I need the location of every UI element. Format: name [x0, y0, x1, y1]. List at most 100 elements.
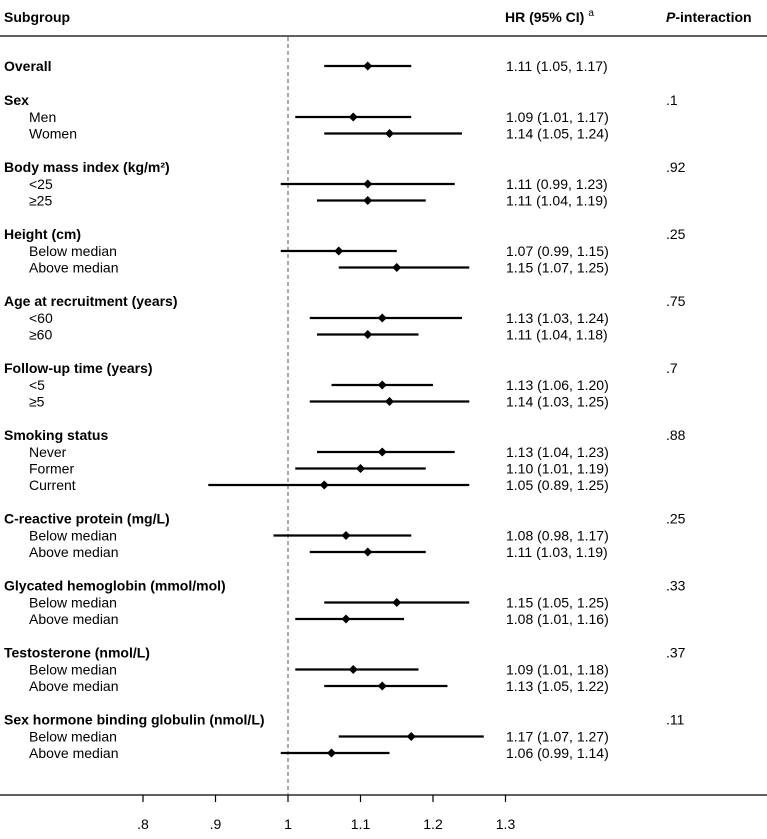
group-label: Body mass index (kg/m²) — [4, 159, 170, 175]
row-label: ≥25 — [29, 193, 52, 209]
hr-ci-value: 1.13 (1.03, 1.24) — [506, 310, 609, 326]
hr-ci-value: 1.11 (1.04, 1.18) — [506, 327, 608, 343]
hr-point — [356, 464, 365, 473]
row-label: Men — [29, 109, 56, 125]
row-label: ≥5 — [29, 394, 45, 410]
x-tick-label: .8 — [137, 816, 149, 832]
hr-ci-value: 1.11 (1.05, 1.17) — [506, 58, 608, 74]
hr-ci-value: 1.13 (1.06, 1.20) — [506, 377, 609, 393]
hr-point — [363, 61, 373, 71]
p-interaction-value: .37 — [666, 645, 686, 661]
subgroup-block: Follow-up time (years) .7 <5 1.13 (1.06, 1.… — [4, 360, 678, 410]
row-label: Above median — [29, 678, 119, 694]
hr-point — [363, 547, 373, 557]
hr-ci-header-superscript: a — [588, 8, 594, 19]
hr-ci-header: HR (95% CI) a — [505, 8, 594, 25]
hr-point — [341, 531, 351, 540]
group-label: C-reactive protein (mg/L) — [4, 511, 170, 527]
p-interaction-value: .88 — [666, 427, 686, 443]
hr-point — [392, 598, 402, 607]
hr-point — [334, 246, 344, 256]
hr-ci-value: 1.14 (1.03, 1.25) — [506, 394, 609, 410]
subgroup-block: Age at recruitment (years) .75 <60 1.13 (1.… — [4, 293, 686, 343]
hr-point — [363, 196, 373, 205]
x-axis-ticks: .8 .9 1 1.1 1.2 1.3 — [137, 795, 515, 832]
hr-ci-value: 1.09 (1.01, 1.18) — [506, 662, 609, 678]
hr-point — [348, 112, 358, 122]
p-interaction-header: P-interaction — [666, 9, 752, 25]
hr-point — [341, 614, 351, 624]
row-label: <60 — [29, 310, 53, 326]
subgroup-block: C-reactive protein (mg/L) .25 Below median… — [4, 511, 686, 561]
row-label: Above median — [29, 260, 119, 276]
row-label: Above median — [29, 611, 119, 627]
hr-point — [392, 263, 402, 272]
hr-point — [319, 480, 329, 490]
row-label: Current — [29, 477, 76, 493]
hr-point — [385, 397, 394, 406]
group-label: Follow-up time (years) — [4, 360, 153, 376]
subgroup-block: Sex hormone binding globulin (nmol/L) .11… — [4, 712, 685, 762]
p-interaction-value: .1 — [666, 92, 678, 108]
hr-ci-value: 1.13 (1.04, 1.23) — [506, 444, 609, 460]
hr-ci-value: 1.15 (1.07, 1.25) — [506, 260, 609, 276]
row-label: ≥60 — [29, 327, 52, 343]
row-label: Below median — [29, 528, 117, 544]
row-label: Women — [29, 126, 77, 142]
p-interaction-value: .75 — [666, 293, 686, 309]
hr-point — [406, 732, 416, 741]
row-label: Never — [29, 444, 67, 460]
group-label: Smoking status — [4, 427, 108, 443]
group-label: Height (cm) — [4, 226, 81, 242]
hr-point — [348, 665, 358, 674]
subgroup-block: Overall 1.11 (1.05, 1.17) — [4, 58, 608, 74]
subgroup-header: Subgroup — [4, 9, 70, 25]
row-label: Below median — [29, 662, 117, 678]
row-label: Former — [29, 461, 74, 477]
x-tick-label: .9 — [210, 816, 222, 832]
hr-ci-value: 1.14 (1.05, 1.24) — [506, 126, 609, 142]
p-interaction-value: .92 — [666, 159, 686, 175]
p-interaction-header-rest: -interaction — [675, 9, 751, 25]
hr-point — [385, 129, 394, 138]
subgroup-block: Smoking status .88 Never 1.13 (1.04, 1.23) F… — [4, 427, 686, 493]
x-tick-label: 1.2 — [423, 816, 443, 832]
x-tick-label: 1.3 — [496, 816, 516, 832]
hr-ci-value: 1.08 (0.98, 1.17) — [506, 528, 609, 544]
row-label: Below median — [29, 595, 117, 611]
p-interaction-value: .33 — [666, 578, 686, 594]
hr-ci-value: 1.10 (1.01, 1.19) — [506, 461, 609, 477]
group-label: Overall — [4, 58, 51, 74]
hr-ci-value: 1.17 (1.07, 1.27) — [506, 729, 609, 745]
hr-ci-value: 1.07 (0.99, 1.15) — [506, 243, 609, 259]
subgroup-block: Sex .1 Men 1.09 (1.01, 1.17) Women 1.14 (1.05… — [4, 92, 678, 142]
hr-ci-value: 1.06 (0.99, 1.14) — [506, 745, 609, 761]
group-label: Glycated hemoglobin (mmol/mol) — [4, 578, 226, 594]
hr-ci-value: 1.13 (1.05, 1.22) — [506, 678, 609, 694]
hr-point — [377, 447, 387, 457]
p-interaction-value: .25 — [666, 226, 686, 242]
row-label: <5 — [29, 377, 45, 393]
hr-ci-value: 1.11 (1.04, 1.19) — [506, 193, 608, 209]
subgroup-block: Testosterone (nmol/L) .37 Below median 1.09… — [4, 645, 686, 695]
group-label: Sex hormone binding globulin (nmol/L) — [4, 712, 265, 728]
p-interaction-header-p: P — [666, 9, 676, 25]
hr-point — [377, 681, 387, 691]
subgroup-block: Glycated hemoglobin (mmol/mol) .33 Below m… — [4, 578, 686, 628]
hr-point — [377, 380, 387, 390]
p-interaction-value: .7 — [666, 360, 678, 376]
forest-rows: Overall 1.11 (1.05, 1.17) Sex .1 Men 1.09 (1.… — [4, 58, 686, 761]
p-interaction-value: .25 — [666, 511, 686, 527]
hr-ci-header-text: HR (95% CI) — [505, 9, 584, 25]
group-label: Age at recruitment (years) — [4, 293, 178, 309]
row-label: Above median — [29, 745, 119, 761]
group-label: Sex — [4, 92, 29, 108]
hr-ci-value: 1.11 (0.99, 1.23) — [506, 176, 608, 192]
row-label: Below median — [29, 729, 117, 745]
row-label: <25 — [29, 176, 53, 192]
hr-ci-value: 1.15 (1.05, 1.25) — [506, 595, 609, 611]
hr-ci-value: 1.05 (0.89, 1.25) — [506, 477, 609, 493]
hr-point — [363, 179, 373, 189]
x-tick-label: 1.1 — [351, 816, 371, 832]
